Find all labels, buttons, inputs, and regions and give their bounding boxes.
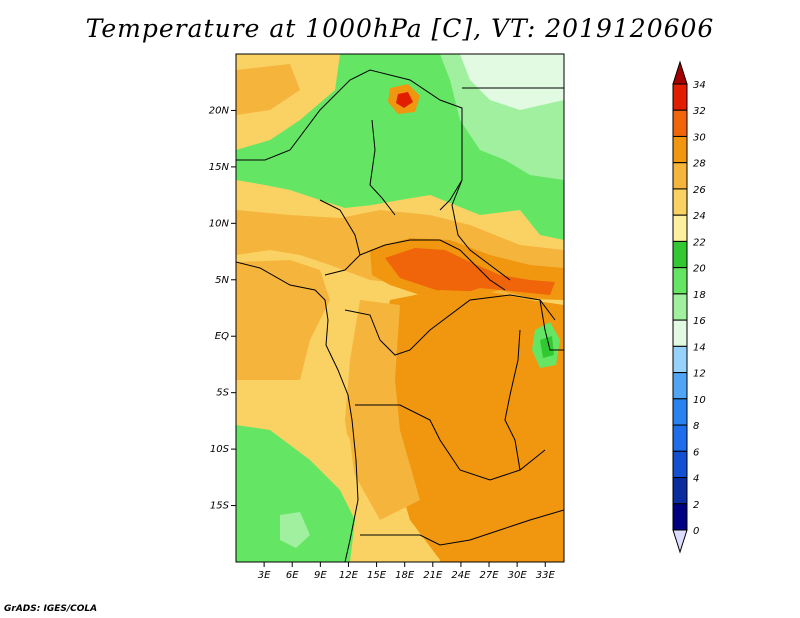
colorbar-bottom-arrow [672,529,688,554]
lon-label: 30E [508,570,528,581]
colorbar-label: 8 [693,421,699,432]
lon-label: 6E [286,570,299,581]
lat-label: 5S [216,388,229,399]
border-car [359,239,506,291]
lat-label: 10N [209,218,230,229]
colorbar-swatch [672,450,688,479]
temperature-field [236,54,564,562]
colorbar-swatch [672,188,688,216]
colorbar-label: 12 [693,369,706,380]
field-northeast-lightest [460,54,564,110]
colorbar-swatch [672,109,688,137]
border-east [539,299,564,351]
border-niger-chad [369,119,396,216]
colorbar-label: 10 [693,395,706,406]
lon-label: 27E [480,570,500,581]
colorbar-swatch [672,372,688,400]
field-southwest-green [236,425,355,562]
lat-label: 20N [209,105,230,116]
field-central-hotter [385,248,555,296]
lon-label: 3E [258,570,271,581]
lon-label: 15E [367,570,387,581]
colorbar-swatch [672,214,688,242]
colorbar-swatch [672,240,688,269]
colorbar-swatch [672,477,688,505]
colorbar-swatch [672,162,688,190]
field-congo-light [345,300,420,520]
colorbar-label: 6 [693,447,699,458]
border-lakes [504,329,521,471]
colorbar-label: 34 [693,80,706,91]
colorbar-label: 4 [693,474,699,485]
colorbar-label: 22 [693,237,706,248]
border-chad-sudan [451,108,511,281]
lon-label: 18E [395,570,415,581]
colorbar-label: 14 [693,342,706,353]
colorbar-swatch [672,135,688,164]
colorbar-swatch [672,345,688,374]
colorbar-swatch [672,267,688,295]
colorbar-label: 2 [693,500,699,511]
colorbar-swatch [672,424,688,452]
field-southwest-pale [280,512,310,548]
colorbar-label: 24 [693,211,706,222]
lat-label: 15S [210,501,230,512]
colorbar-label: 0 [693,526,699,537]
field-hotspot-north-core [396,92,413,108]
colorbar-label: 16 [693,316,706,327]
border-drc-south [355,404,546,481]
coastline-west [236,261,359,562]
colorbar-label: 20 [693,264,706,275]
field-east-highland-core [540,336,554,358]
lon-label: 24E [451,570,471,581]
colorbar-swatch [672,398,688,426]
map-frame [235,53,565,563]
field-northwest-warm-2 [236,64,300,115]
lon-label: 21E [423,570,443,581]
lon-label: 9E [314,570,327,581]
credit-label: GrADS: IGES/COLA [4,604,98,614]
colorbar-label: 28 [693,159,706,170]
colorbar-label: 26 [693,185,706,196]
lat-label: 15N [209,162,230,173]
lat-label: 10S [210,444,230,455]
colorbar-label: 18 [693,290,706,301]
lon-label: 12E [339,570,359,581]
colorbar-swatch [672,503,688,531]
latitude-axis: 20N 15N 10N 5N EQ 5S 10S 15S [209,105,236,512]
colorbar-top-arrow [672,60,688,85]
longitude-axis: 3E 6E 9E 12E 15E 18E 21E 24E 27E 30E 33E [258,562,556,581]
colorbar-swatch [672,319,688,347]
lat-label: 5N [215,275,229,286]
lon-label: 33E [536,570,556,581]
border-sahara-north [236,69,463,211]
field-southern-warm [440,470,564,562]
lat-label: EQ [215,331,229,342]
colorbar-label: 32 [693,106,706,117]
colorbar-label: 30 [693,132,706,143]
colorbar-swatch [672,83,688,111]
field-gulf-ocean [236,260,330,380]
border-congo [344,294,556,356]
border-nigeria [319,199,361,276]
borders [236,69,564,562]
border-angola [360,509,564,546]
colorbar-swatch [672,293,688,321]
plot-title: Temperature at 1000hPa [C], VT: 20191206… [85,14,715,43]
